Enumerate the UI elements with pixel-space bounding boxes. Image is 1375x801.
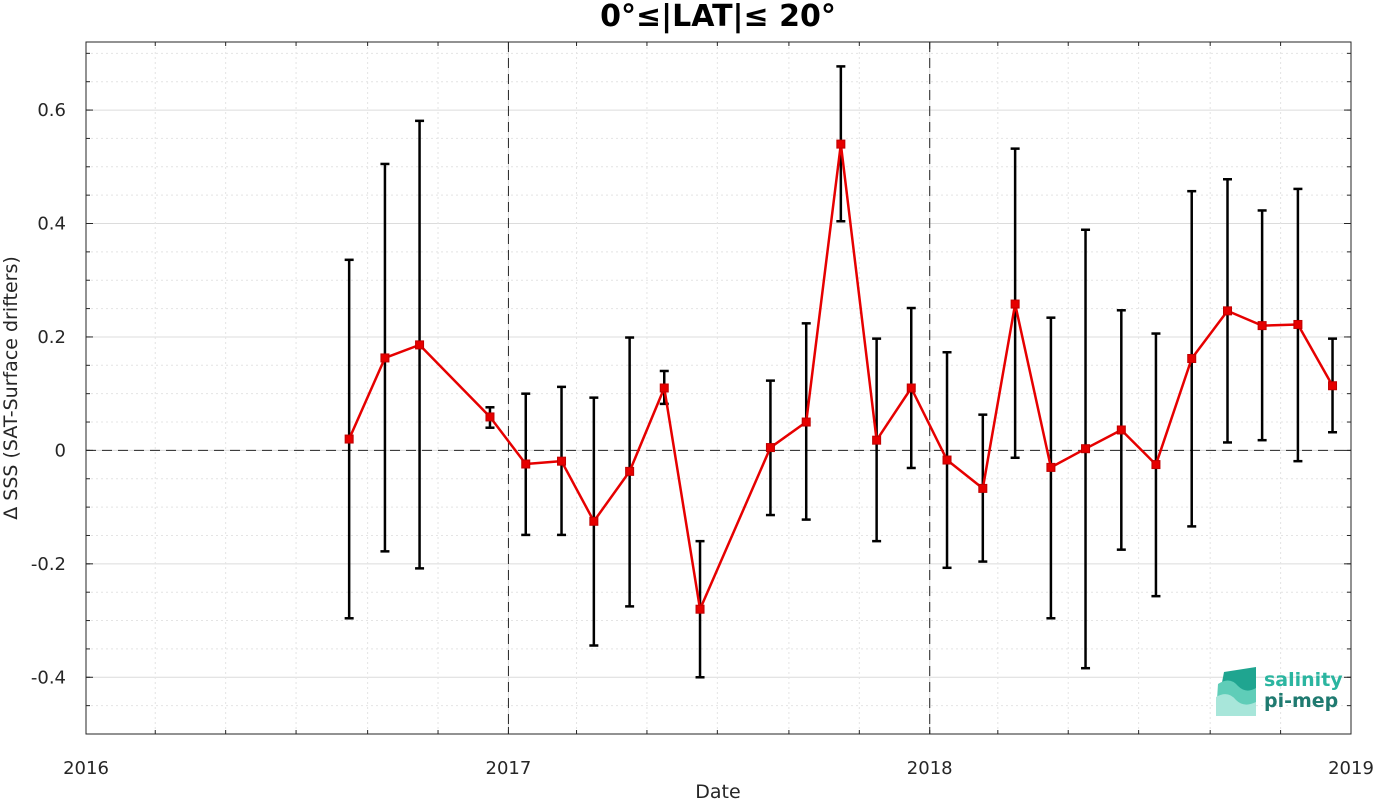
data-point-marker [1116, 425, 1126, 435]
data-point-marker [872, 435, 882, 445]
y-tick-label: 0.2 [37, 327, 66, 348]
data-point-marker [1046, 462, 1056, 472]
data-point-marker [521, 459, 531, 469]
y-tick-label: 0.6 [37, 100, 66, 121]
data-point-marker [415, 340, 425, 350]
data-point-marker [344, 434, 354, 444]
y-tick-label: 0.4 [37, 214, 66, 235]
salinity-pi-mep-logo: salinity pi-mep [1216, 667, 1343, 716]
plot-frame [85, 41, 1352, 735]
data-point-marker [1151, 460, 1161, 470]
data-point-marker [906, 383, 916, 393]
x-tick-label: 2019 [1328, 758, 1374, 779]
chart-title: 0°≤|LAT|≤ 20° [600, 0, 836, 34]
data-point-marker [942, 455, 952, 465]
data-point-marker [978, 483, 988, 493]
data-point-marker [485, 412, 495, 422]
wave-logo-icon [1216, 667, 1256, 716]
y-tick-label: -0.2 [31, 554, 66, 575]
data-point-marker [836, 139, 846, 149]
data-point-marker [765, 443, 775, 453]
x-tick-label: 2016 [63, 758, 109, 779]
data-point-marker [1081, 444, 1091, 454]
data-point-marker [557, 456, 567, 466]
x-axis-title: Date [695, 781, 740, 801]
data-point-marker [380, 353, 390, 363]
data-point-marker [1257, 321, 1267, 331]
data-point-marker [589, 516, 599, 526]
data-point-marker [625, 466, 635, 476]
ticks [85, 42, 1352, 735]
data-point-marker [659, 383, 669, 393]
data-point-marker [1010, 299, 1020, 309]
data-point-marker [695, 604, 705, 614]
data-point-marker [1293, 319, 1303, 329]
x-tick-label: 2017 [486, 758, 532, 779]
y-tick-label: 0 [55, 440, 66, 461]
series-markers [344, 139, 1338, 614]
tick-labels: -0.4 -0.2 0 0.2 0.4 0.6 2016 2017 2018 2019 [31, 100, 1374, 779]
data-point-marker [1223, 306, 1233, 316]
y-axis-title: Δ SSS (SAT-Surface drifters) [0, 256, 22, 520]
x-tick-label: 2018 [907, 758, 953, 779]
logo-text-salinity: salinity [1264, 669, 1343, 691]
y-tick-label: -0.4 [31, 667, 66, 688]
reference-lines [86, 42, 1351, 734]
data-point-marker [1328, 381, 1338, 391]
plot-background [86, 42, 1351, 734]
data-point-marker [1187, 354, 1197, 364]
data-point-marker [801, 417, 811, 427]
logo-text-pi-mep: pi-mep [1264, 690, 1338, 712]
